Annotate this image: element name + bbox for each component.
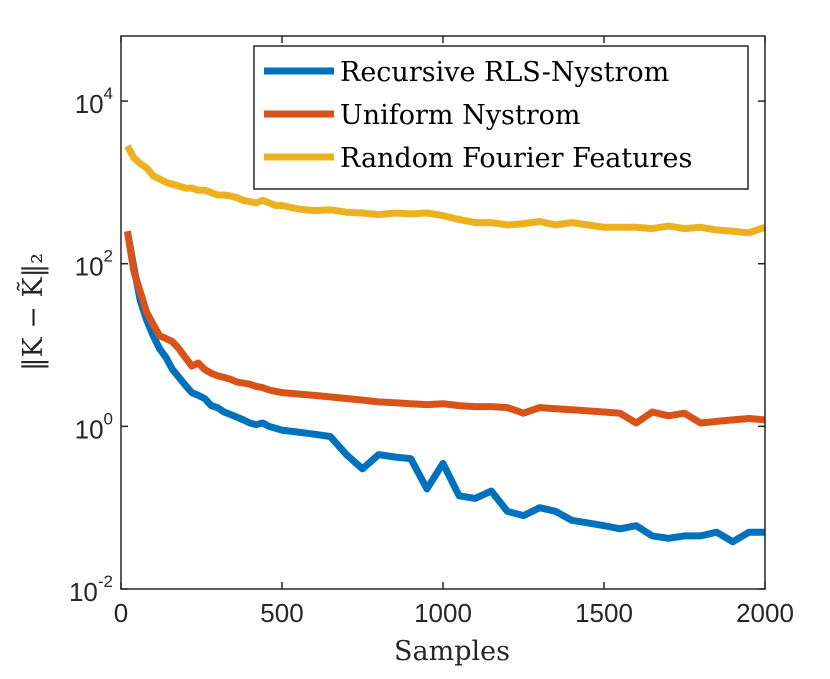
legend-entries: Recursive RLS-Nystrom Uniform Nystrom Rand… [264, 57, 692, 174]
tick-labels-layer: 0 500 1000 1500 2000 10-2 100 102 104 [69, 84, 794, 628]
ticks-layer [120, 36, 766, 590]
x-tick-label: 1000 [414, 598, 472, 628]
legend-label: Recursive RLS-Nystrom [340, 57, 669, 88]
series-layer [123, 144, 765, 546]
x-tick-label: 1500 [575, 598, 633, 628]
y-axis-label: ‖K − K̃‖₂ [16, 253, 49, 371]
y-axis-label-group: ‖K − K̃‖₂ [16, 253, 49, 371]
series-group [123, 230, 765, 546]
y-tick-label: 102 [75, 247, 113, 282]
legend-label: Uniform Nystrom [340, 100, 580, 131]
x-tick-label: 2000 [736, 598, 794, 628]
x-tick-label: 500 [260, 598, 303, 628]
y-tick-label: 104 [75, 84, 113, 119]
x-axis-label: Samples [394, 636, 510, 667]
legend: Recursive RLS-Nystrom Uniform Nystrom Rand… [253, 45, 749, 190]
legend-label: Random Fourier Features [340, 143, 692, 174]
y-tick-label: 10-2 [69, 572, 113, 607]
series-group [123, 230, 765, 427]
legend-box [253, 45, 749, 190]
y-tick-label: 100 [75, 409, 113, 444]
x-tick-label: 0 [114, 598, 128, 628]
